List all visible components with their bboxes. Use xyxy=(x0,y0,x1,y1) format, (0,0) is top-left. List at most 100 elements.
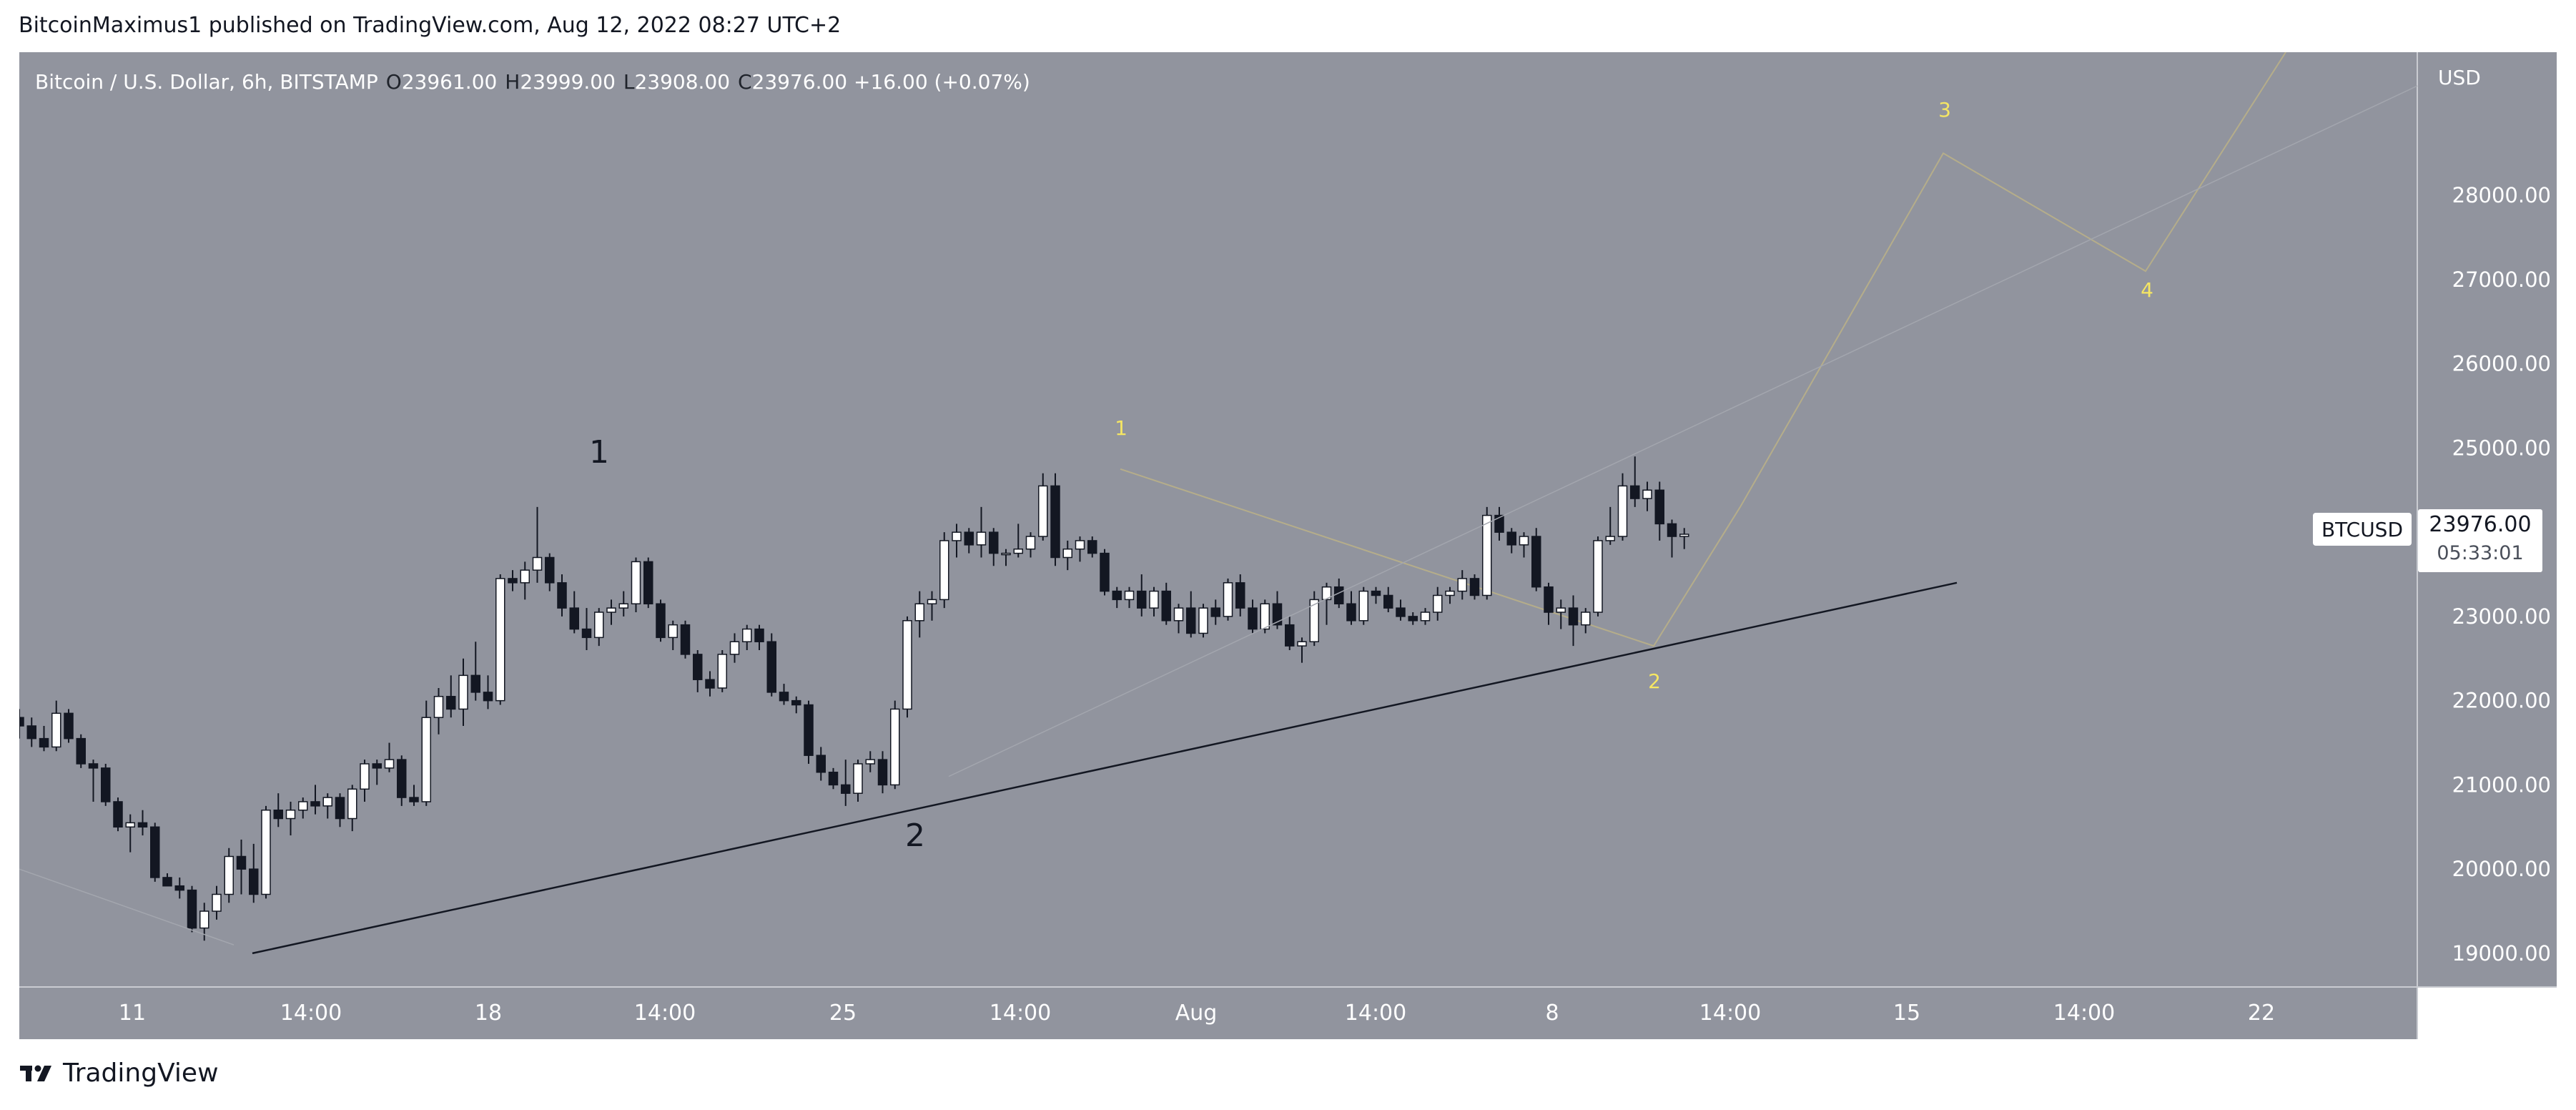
candle[interactable] xyxy=(989,528,999,566)
candle[interactable] xyxy=(1420,608,1431,625)
candle[interactable] xyxy=(1075,536,1085,562)
candle[interactable] xyxy=(1272,591,1283,629)
candle[interactable] xyxy=(508,570,518,591)
candle[interactable] xyxy=(1593,536,1603,617)
candle[interactable] xyxy=(19,709,24,739)
candle[interactable] xyxy=(1568,595,1579,647)
candle[interactable] xyxy=(1038,473,1048,541)
candle[interactable] xyxy=(1025,532,1036,558)
candle[interactable] xyxy=(483,675,493,709)
candle[interactable] xyxy=(865,751,875,772)
candle[interactable] xyxy=(1210,599,1220,625)
candle[interactable] xyxy=(1506,528,1516,554)
candle[interactable] xyxy=(927,591,937,621)
candle[interactable] xyxy=(162,873,172,887)
candle[interactable] xyxy=(717,650,727,692)
candle[interactable] xyxy=(261,805,271,899)
candle[interactable] xyxy=(322,793,332,819)
candle[interactable] xyxy=(224,848,234,903)
candle[interactable] xyxy=(890,700,900,790)
candle[interactable] xyxy=(1469,574,1480,600)
candle[interactable] xyxy=(1482,506,1492,600)
candle[interactable] xyxy=(1654,481,1664,541)
candle[interactable] xyxy=(952,524,962,558)
candle[interactable] xyxy=(1396,599,1406,621)
candle[interactable] xyxy=(360,760,370,802)
candle[interactable] xyxy=(273,793,283,827)
candle[interactable] xyxy=(742,624,752,651)
candle[interactable] xyxy=(113,797,123,832)
candle[interactable] xyxy=(1062,540,1072,571)
candle[interactable] xyxy=(828,767,839,790)
candle[interactable] xyxy=(101,763,111,806)
candle[interactable] xyxy=(1161,582,1171,625)
candle[interactable] xyxy=(1223,578,1233,621)
candle[interactable] xyxy=(877,751,888,794)
candle[interactable] xyxy=(1124,586,1135,609)
candle[interactable] xyxy=(594,608,604,647)
candle[interactable] xyxy=(88,760,99,802)
candle[interactable] xyxy=(618,591,628,617)
candle[interactable] xyxy=(285,801,296,836)
candle[interactable] xyxy=(668,620,678,651)
candle[interactable] xyxy=(729,633,740,663)
candle[interactable] xyxy=(1100,549,1110,596)
candle[interactable] xyxy=(1679,528,1689,549)
candle[interactable] xyxy=(174,877,184,899)
candle[interactable] xyxy=(1642,481,1652,511)
candle[interactable] xyxy=(1531,528,1541,591)
candle[interactable] xyxy=(693,650,703,692)
candle[interactable] xyxy=(841,760,851,806)
candle[interactable] xyxy=(1001,549,1011,566)
candle[interactable] xyxy=(298,797,308,819)
candle[interactable] xyxy=(1408,612,1418,625)
candle[interactable] xyxy=(347,785,357,832)
candle[interactable] xyxy=(1494,506,1504,541)
candle[interactable] xyxy=(1371,586,1381,604)
candle[interactable] xyxy=(532,506,543,583)
candle[interactable] xyxy=(335,793,345,827)
candle[interactable] xyxy=(397,755,407,806)
candle[interactable] xyxy=(409,785,419,806)
footer-brand[interactable]: TradingView xyxy=(20,1059,219,1088)
candle[interactable] xyxy=(1013,524,1023,558)
candle[interactable] xyxy=(791,696,801,714)
candle[interactable] xyxy=(643,557,653,609)
candle[interactable] xyxy=(458,658,468,726)
candle[interactable] xyxy=(1235,574,1245,617)
candle[interactable] xyxy=(606,599,616,625)
candle[interactable] xyxy=(754,624,764,651)
candle[interactable] xyxy=(779,684,789,705)
candle[interactable] xyxy=(964,528,974,554)
candle[interactable] xyxy=(51,700,61,752)
candle[interactable] xyxy=(1173,604,1184,634)
candle[interactable] xyxy=(1285,616,1295,651)
candle[interactable] xyxy=(804,700,814,764)
candle[interactable] xyxy=(1198,604,1208,638)
candle[interactable] xyxy=(1112,586,1122,609)
candle[interactable] xyxy=(581,608,592,651)
candle[interactable] xyxy=(1556,599,1566,629)
candle[interactable] xyxy=(1346,591,1356,625)
candle[interactable] xyxy=(310,785,320,815)
candle[interactable] xyxy=(125,814,135,853)
candle[interactable] xyxy=(1617,473,1628,541)
candle[interactable] xyxy=(976,506,987,558)
candle[interactable] xyxy=(520,561,530,600)
candle[interactable] xyxy=(1321,582,1332,625)
candle[interactable] xyxy=(1050,473,1060,566)
candle[interactable] xyxy=(1667,519,1677,558)
support-trendline[interactable] xyxy=(252,581,1958,955)
channel-line[interactable] xyxy=(948,85,2418,777)
candle[interactable] xyxy=(1137,574,1147,617)
candle[interactable] xyxy=(680,620,691,659)
candle[interactable] xyxy=(1358,586,1368,625)
candle[interactable] xyxy=(631,557,641,613)
candle[interactable] xyxy=(433,687,444,735)
candle[interactable] xyxy=(495,574,505,705)
candle[interactable] xyxy=(545,553,555,591)
candle[interactable] xyxy=(470,642,480,701)
candle[interactable] xyxy=(1186,591,1196,638)
candle[interactable] xyxy=(914,591,924,638)
price-chart[interactable]: 1 2 1 2 3 4 USD 28000.00 27000.00 26000.00 25000.… xyxy=(19,52,2557,1039)
